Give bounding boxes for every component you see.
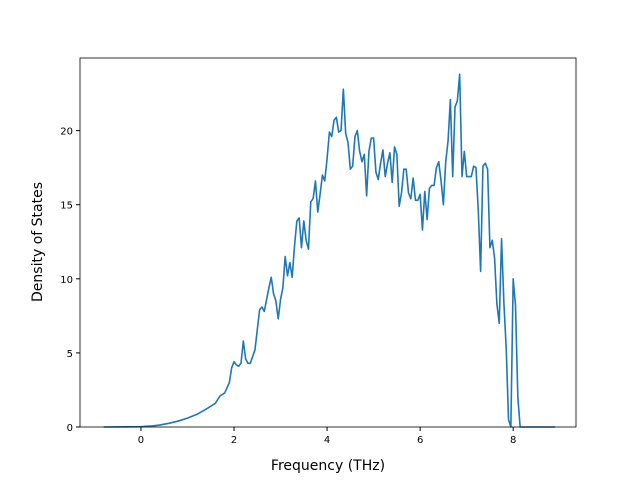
x-axis-label: Frequency (THz): [271, 458, 385, 474]
y-tick-label: 5: [67, 349, 73, 360]
y-tick-label: 15: [60, 201, 73, 212]
y-tick-label: 20: [60, 127, 73, 138]
y-tick-label: 0: [67, 423, 73, 434]
y-axis-label: Density of States: [30, 182, 46, 302]
x-tick-label: 4: [324, 435, 330, 446]
line: [103, 73, 556, 428]
x-tick-label: 8: [510, 435, 516, 446]
plot-frame: [79, 57, 577, 428]
x-tick-label: 0: [138, 435, 144, 446]
x-tick-label: 2: [231, 435, 237, 446]
y-tick-label: 10: [60, 275, 73, 286]
x-tick-label: 6: [417, 435, 423, 446]
